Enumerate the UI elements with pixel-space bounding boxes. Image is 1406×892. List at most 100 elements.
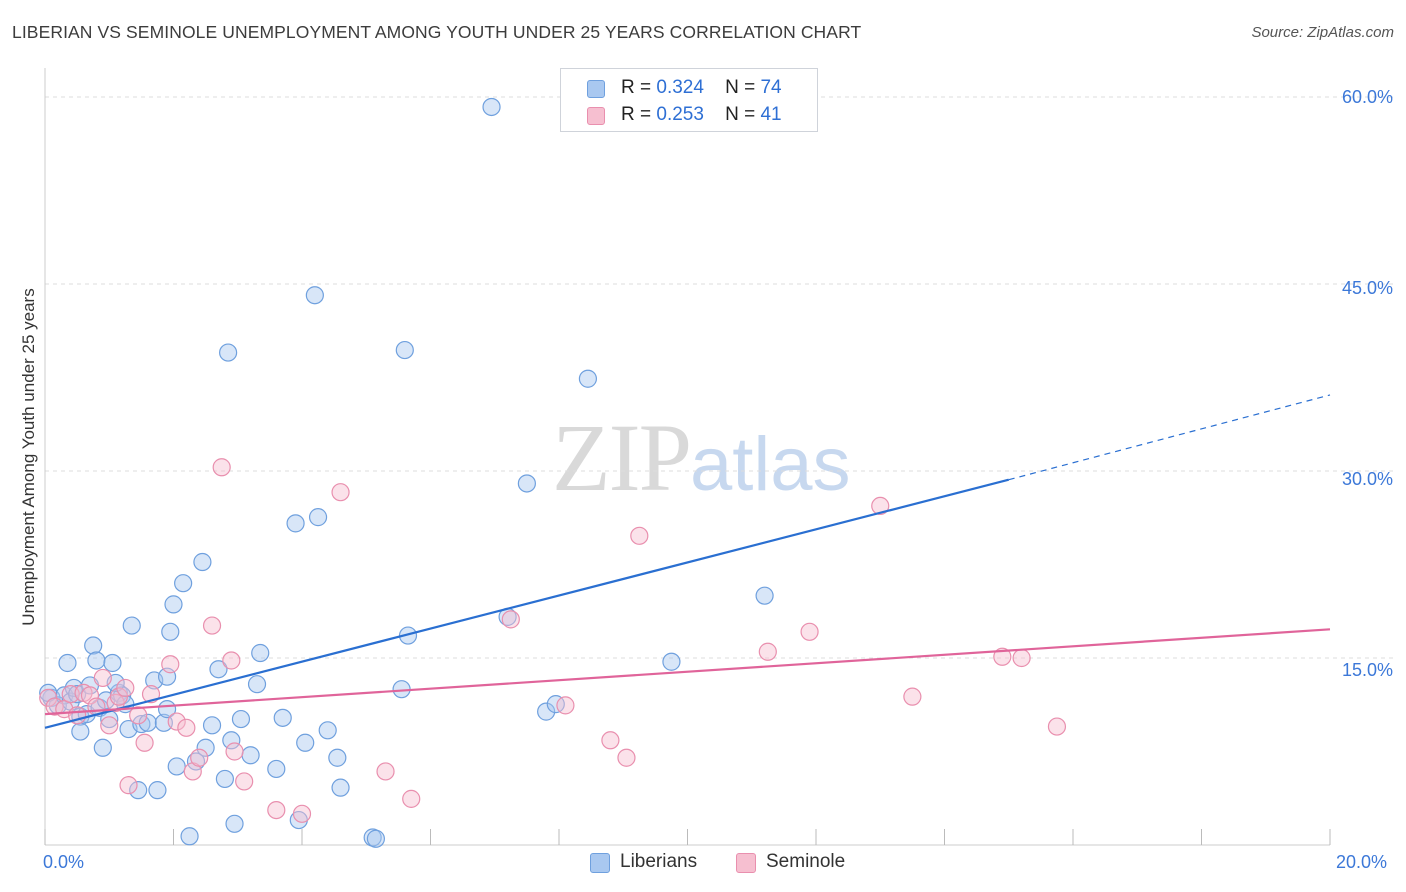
data-point [546,695,565,714]
y-tick-label: 45.0% [1341,278,1393,298]
data-point [556,696,575,715]
data-point [537,702,556,721]
data-point [84,636,103,655]
x-tick-label: 0.0% [43,852,85,872]
data-point [202,616,222,635]
data-point [296,733,315,752]
zipatlas-watermark: ZIPatlas [552,402,851,513]
data-point [103,653,122,673]
data-point [222,651,241,670]
data-point [267,800,286,820]
data-point [209,660,228,679]
data-point [61,685,80,704]
data-point [164,595,183,614]
data-point [501,610,520,629]
y-axis-label: Unemployment Among Youth under 25 years [19,288,38,626]
data-point [993,647,1012,666]
data-point [116,678,135,698]
data-point [148,781,167,800]
data-point [662,652,681,671]
data-point [87,651,106,670]
bottom-legend-label: Liberians [620,851,698,872]
watermark-zip: ZIP [552,404,692,511]
data-point [196,738,215,757]
data-point [219,343,238,362]
data-point [190,748,209,767]
y-tick-label: 15.0% [1341,660,1393,680]
data-point [93,668,112,688]
data-point [68,685,87,704]
data-point [758,642,777,661]
data-point [174,574,193,593]
seminole-points [39,458,1067,823]
data-point [328,748,347,767]
data-point [1012,648,1031,668]
legend-n-label: N = [725,104,756,125]
data-point [376,762,395,781]
data-point [138,713,157,732]
bottom-legend-swatch-seminole [736,853,756,873]
legend-swatch-liberians [587,80,605,98]
data-point [167,757,186,776]
data-point [71,722,90,741]
data-point [193,552,212,572]
data-point [180,827,199,846]
legend-r-label: R = [621,77,652,98]
data-point [231,709,251,729]
data-point [482,97,501,117]
data-point [318,721,337,740]
data-point [119,776,138,795]
source-credit: Source: ZipAtlas.com [1251,24,1394,41]
data-point [800,622,819,641]
data-point [292,804,312,823]
data-point [161,655,180,674]
data-point [578,369,598,388]
data-point [1047,717,1067,736]
data-point [617,748,636,767]
data-point [286,514,305,533]
chart-title: LIBERIAN VS SEMINOLE UNEMPLOYMENT AMONG … [12,22,862,42]
bottom-legend-label: Seminole [766,851,846,872]
grid-lines [45,96,1395,659]
seminole-trend-line [44,628,1331,716]
legend-n-label: N = [725,77,756,98]
legend-n-value: 41 [760,104,782,125]
legend-r-label: R = [621,104,652,125]
data-point [177,718,196,737]
data-point [215,769,234,789]
legend-r-value: 0.253 [656,104,704,125]
data-point [161,622,180,641]
data-point [202,716,222,735]
liberians-trend-line [44,478,1010,729]
data-point [331,778,350,797]
y-tick-label: 30.0% [1341,469,1393,489]
data-point [129,706,148,725]
data-point [267,759,286,779]
data-point [871,496,890,516]
watermark-atlas: atlas [690,422,851,507]
legend-r-value: 0.324 [656,77,704,98]
bottom-legend-swatch-liberians [590,853,610,873]
data-point [402,789,421,808]
data-point [755,586,774,605]
data-point [222,731,241,750]
data-point [601,731,620,750]
data-point [630,526,649,545]
y-tick-label: 60.0% [1341,87,1393,107]
legend-n-value: 74 [760,77,782,98]
legend-swatch-seminole [587,107,605,125]
data-point [225,742,244,761]
data-point [80,686,100,705]
data-point [308,508,328,527]
data-point [154,713,173,732]
axes [44,68,1331,846]
data-point [122,616,141,635]
liberians-trend-extension [1008,394,1331,481]
data-point [225,814,244,833]
data-point [247,675,267,694]
data-point [331,483,350,502]
correlation-legend: R = 0.324 N = 74 R = 0.253 N = 41 [560,68,818,132]
data-point [241,746,260,765]
trend-lines [44,394,1331,729]
